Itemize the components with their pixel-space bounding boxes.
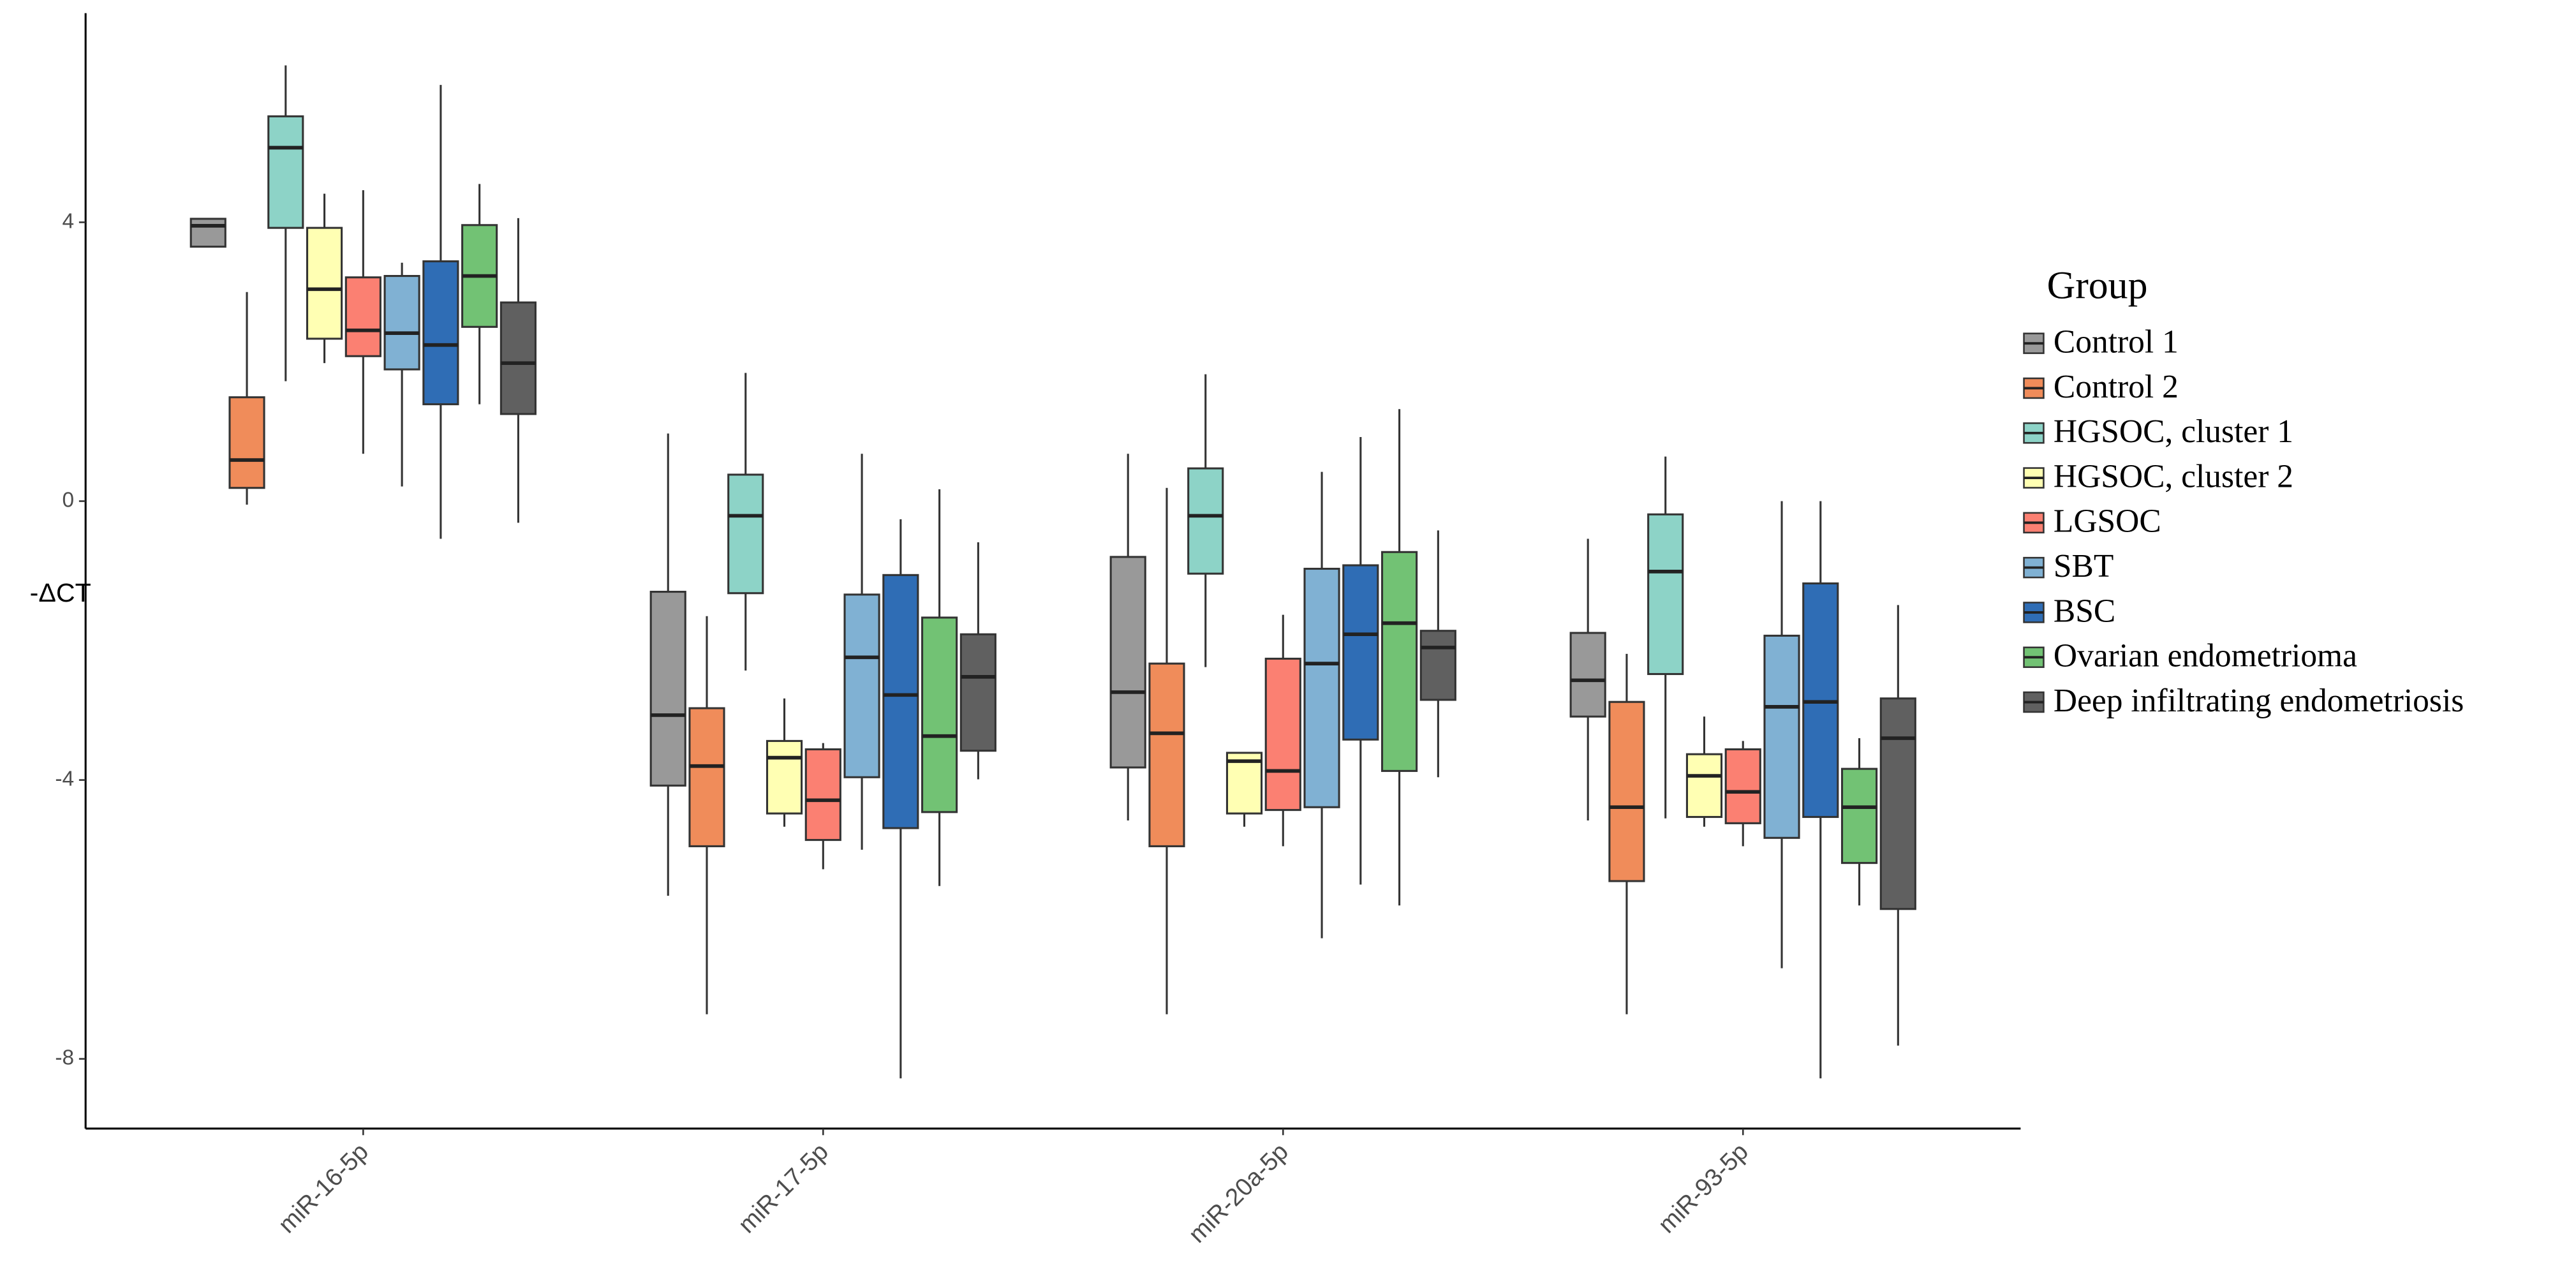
legend-label: SBT — [2054, 548, 2113, 584]
box — [500, 301, 537, 415]
box — [843, 593, 880, 778]
box — [1569, 632, 1606, 718]
box — [306, 226, 343, 340]
box — [649, 591, 686, 787]
box — [1879, 697, 1916, 910]
box — [1148, 662, 1185, 847]
x-tick-label: miR-93-5p — [1653, 1138, 1754, 1239]
legend-label: BSC — [2054, 593, 2115, 629]
box — [1303, 567, 1340, 808]
x-tick-label: miR-20a-5p — [1183, 1138, 1294, 1249]
x-tick-label: miR-16-5p — [273, 1138, 374, 1239]
box — [1187, 467, 1224, 575]
box — [1647, 513, 1684, 676]
box — [1264, 657, 1301, 812]
legend-label: LGSOC — [2054, 503, 2161, 540]
legend-label: HGSOC, cluster 1 — [2054, 413, 2293, 450]
box — [344, 276, 381, 357]
y-tick-label: 4 — [63, 209, 75, 233]
legend-label: Ovarian endometrioma — [2054, 638, 2357, 674]
box — [189, 218, 226, 248]
y-axis-label: -ΔCT — [30, 578, 91, 607]
box — [422, 260, 459, 406]
box — [1419, 630, 1456, 701]
y-tick-label: -4 — [55, 767, 74, 790]
box — [1109, 556, 1146, 769]
box — [921, 616, 958, 813]
box — [766, 739, 803, 815]
box — [959, 633, 996, 752]
box — [688, 707, 725, 847]
box — [267, 115, 304, 229]
box — [727, 473, 764, 595]
box — [1685, 753, 1723, 819]
legend-label: Control 1 — [2054, 324, 2179, 360]
box — [228, 396, 265, 489]
legend-label: HGSOC, cluster 2 — [2054, 458, 2293, 494]
box — [1342, 564, 1379, 741]
box — [1724, 748, 1761, 824]
box — [882, 574, 919, 829]
legend-label: Control 2 — [2054, 369, 2179, 405]
y-tick-label: 0 — [63, 488, 75, 512]
y-tick-label: -8 — [55, 1046, 74, 1070]
x-tick-label: miR-17-5p — [733, 1138, 834, 1239]
box — [1381, 551, 1418, 772]
legend-title: Group — [2047, 263, 2148, 307]
box — [804, 748, 841, 842]
box — [383, 275, 420, 371]
legend-label: Deep infiltrating endometriosis — [2054, 683, 2464, 719]
box — [1840, 768, 1878, 864]
box — [1763, 634, 1800, 839]
box — [1608, 701, 1645, 882]
